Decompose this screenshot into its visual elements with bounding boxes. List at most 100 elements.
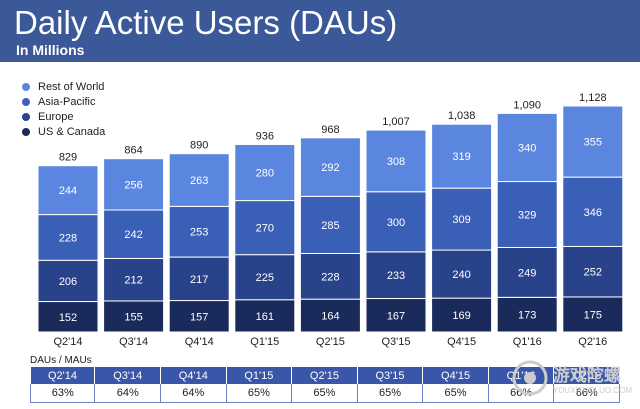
ratio-value-cell: 65% [422,384,489,403]
bar-segment-rest-of-world [168,153,230,207]
bar-segment-us-canada [37,301,99,333]
x-tick-label: Q1'16 [513,336,542,348]
bar-total-label: 890 [190,140,208,152]
bar-segment-rest-of-world [234,143,296,202]
legend-swatch-rest-of-world [22,82,30,91]
legend-label: Europe [38,110,74,123]
bar-value-label: 292 [321,162,339,174]
header-bar: Daily Active Users (DAUs) In Millions [0,0,640,62]
ratio-quarter-header: Q4'15 [422,367,489,384]
bar-segment-asia-pacific [431,187,493,251]
bar-value-label: 308 [387,156,405,168]
bar-value-label: 228 [321,271,339,283]
bar-segment-europe [431,249,493,299]
watermark-icon [512,360,548,396]
bar-total-label: 1,007 [382,116,410,128]
ratio-value-cell: 65% [291,384,358,403]
legend-swatch-asia-pacific [22,97,30,106]
ratio-quarter-header: Q1'15 [226,367,293,384]
bar-segment-us-canada [299,298,361,333]
bar-segment-europe [365,251,427,300]
bar-value-label: 157 [190,311,208,323]
bar-segment-asia-pacific [562,176,624,247]
bar-total-label: 1,090 [513,99,541,111]
bar-value-label: 263 [190,175,208,187]
bar-total-label: 1,038 [448,110,476,122]
legend-swatch-europe [22,112,30,121]
bar-value-label: 256 [124,179,142,191]
bar-total-label: 864 [124,145,142,157]
bar-value-label: 169 [452,310,470,322]
bar-value-label: 217 [190,274,208,286]
bar-segment-asia-pacific [234,200,296,256]
bar-value-label: 206 [59,276,77,288]
ratio-value-cell: 64% [94,384,162,403]
bar-total-label: 936 [256,130,274,142]
legend-item-rest-of-world: Rest of World [22,79,105,94]
bar-value-label: 155 [124,311,142,323]
bar-value-label: 309 [452,214,470,226]
bar-value-label: 228 [59,232,77,244]
bar-segment-us-canada [431,297,493,333]
ratio-value-cell: 66% [553,384,620,403]
watermark-logo: 游戏陀螺 YOUXITUOLUO.COM [511,359,632,397]
bar-segment-us-canada [168,300,230,333]
x-tick-label: Q4'15 [447,336,476,348]
bar-total-label: 968 [321,124,339,136]
bar-value-label: 225 [256,272,274,284]
bar-segment-asia-pacific [168,205,230,258]
bar-segment-asia-pacific [365,191,427,253]
legend: Rest of World Asia-Pacific Europe US & C… [22,79,105,139]
ratio-quarter-header: Q4'14 [160,367,227,384]
bar-value-label: 249 [518,267,536,279]
bar-segment-asia-pacific [299,195,361,254]
ratio-value-cell: 64% [160,384,227,403]
bar-value-label: 175 [584,309,602,321]
legend-label: Rest of World [38,80,105,93]
ratio-quarter-header: Q2'14 [30,367,96,384]
bar-value-label: 164 [321,311,339,323]
bar-value-label: 319 [452,151,470,163]
legend-item-us-canada: US & Canada [22,124,105,139]
chart-title: Daily Active Users (DAUs) [14,4,398,41]
x-tick-label: Q2'15 [316,336,345,348]
bar-value-label: 161 [256,311,274,323]
x-tick-label: Q3'14 [119,336,148,348]
x-tick-label: Q4'14 [185,336,214,348]
bar-segment-rest-of-world [299,137,361,197]
bar-segment-us-canada [103,300,165,333]
bar-value-label: 346 [584,207,602,219]
bar-value-label: 242 [124,229,142,241]
bar-segment-asia-pacific [37,214,99,261]
bar-total-label: 829 [59,152,77,164]
bar-value-label: 244 [59,185,77,197]
ratio-quarter-header: Q2'15 [291,367,358,384]
bar-segment-asia-pacific [103,209,165,259]
chart-subtitle: In Millions [16,42,85,58]
x-tick-label: Q2'16 [578,336,607,348]
ratio-table: Q2'14 Q3'14 Q4'14 Q1'15 Q2'15 Q3'15 Q4'15 Q1'16… [29,367,620,403]
bar-value-label: 167 [387,310,405,322]
bar-value-label: 240 [452,269,470,281]
ratio-table-header-row: Q2'14 Q3'14 Q4'14 Q1'15 Q2'15 Q3'15 Q4'15 Q1'16… [30,367,620,384]
bar-value-label: 233 [387,270,405,282]
bar-segment-europe [496,246,558,298]
ratio-value-cell: 63% [29,384,96,403]
bar-segment-europe [37,259,99,303]
bar-value-label: 285 [321,220,339,232]
bar-value-label: 252 [584,267,602,279]
bar-value-label: 340 [518,142,536,154]
x-tick-label: Q2'14 [53,336,82,348]
legend-label: US & Canada [38,125,106,138]
ratio-quarter-header: Q3'15 [357,367,424,384]
bar-segment-rest-of-world [37,165,99,216]
legend-label: Asia-Pacific [38,95,96,108]
bar-value-label: 355 [584,137,602,149]
ratio-table-label: DAUs / MAUs [30,355,92,366]
x-tick-label: Q3'15 [381,336,410,348]
bar-segment-europe [168,256,230,302]
ratio-table-value-row: 63% 64% 64% 65% 65% 65% 65% 66% 66% [29,384,620,403]
bar-segment-us-canada [562,296,624,333]
bar-segment-asia-pacific [496,181,558,248]
bar-segment-rest-of-world [431,123,493,189]
